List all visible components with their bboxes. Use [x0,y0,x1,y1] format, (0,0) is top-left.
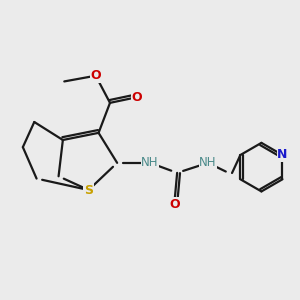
Text: O: O [132,91,142,103]
Text: NH: NH [141,156,159,170]
Text: S: S [84,184,93,196]
Text: O: O [169,198,180,211]
Text: N: N [277,148,288,161]
Text: O: O [90,69,101,82]
Text: NH: NH [199,156,217,170]
